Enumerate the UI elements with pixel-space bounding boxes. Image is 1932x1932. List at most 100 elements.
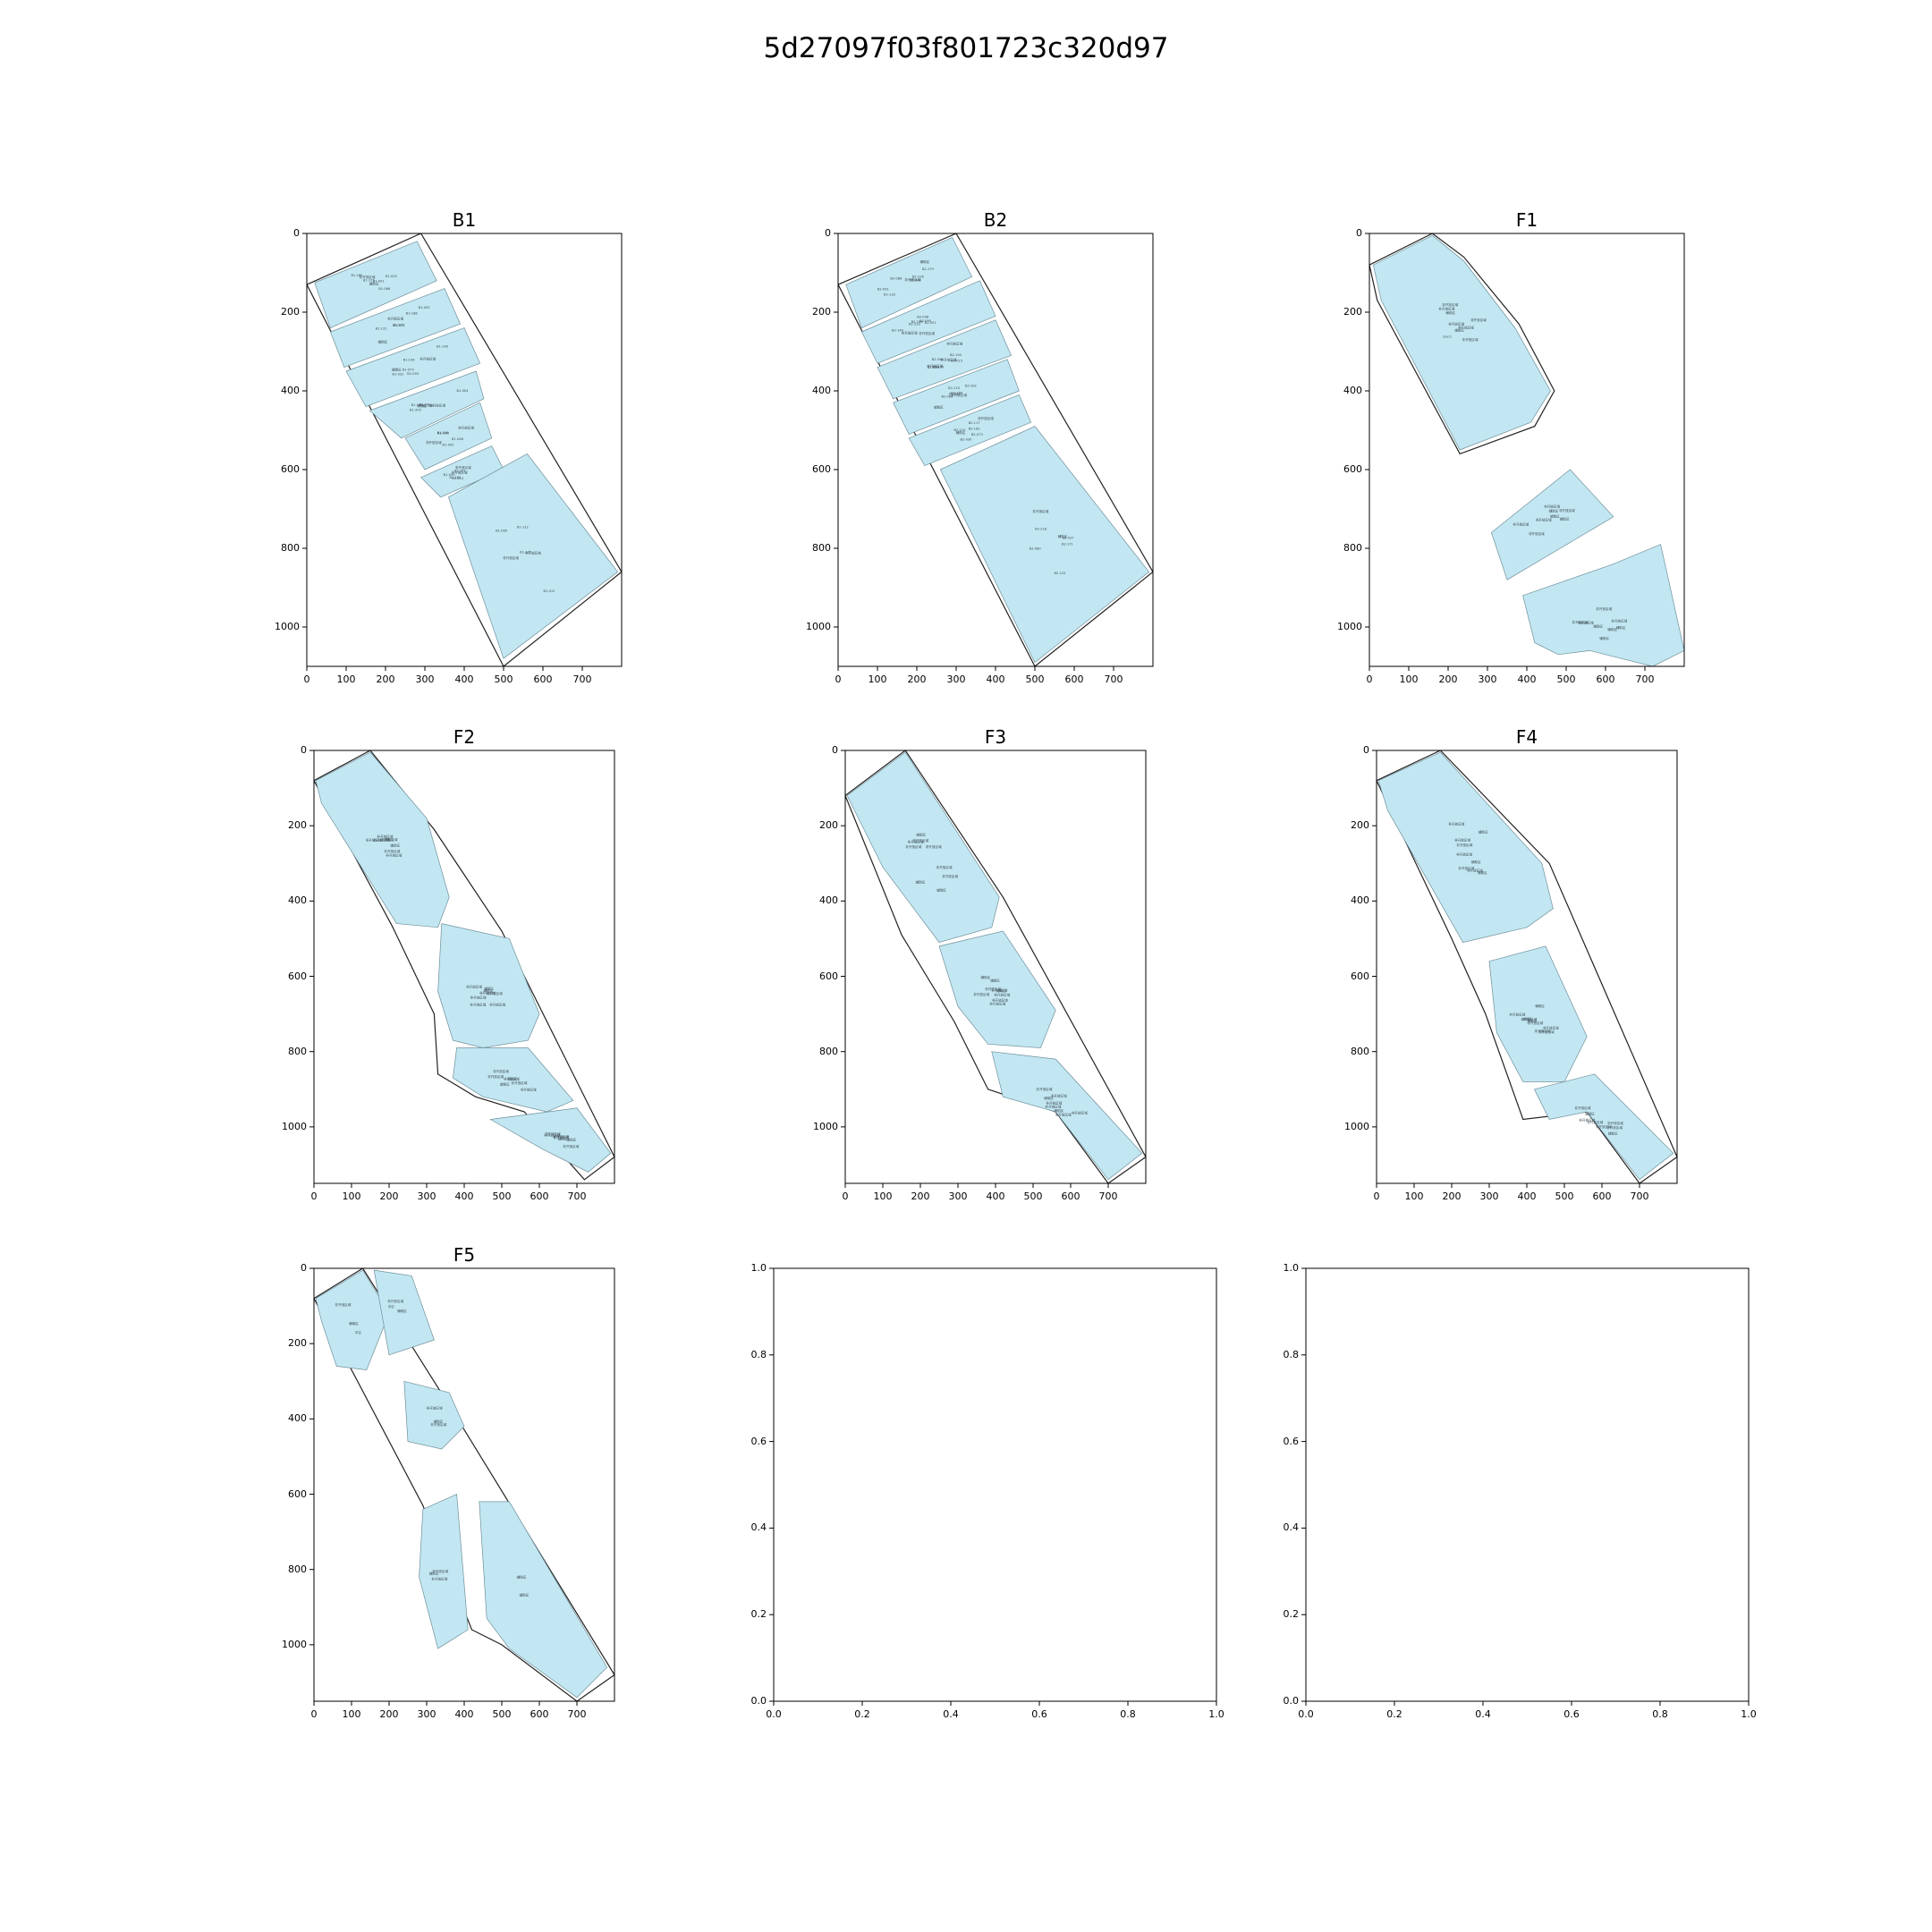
x-tick-label: 200	[376, 674, 395, 685]
store-unit[interactable]	[345, 327, 481, 408]
x-tick-label: 100	[342, 1708, 361, 1720]
shop-label: 非开放区域	[487, 1074, 504, 1079]
shop-label: 非开放区域	[1529, 531, 1545, 536]
x-tick-label: 400	[454, 1708, 474, 1720]
x-tick-label: 300	[415, 674, 435, 685]
map-plot-area: B1-001B1-002B1-003B1-004B1-005B1-010B1-0…	[307, 233, 622, 666]
store-unit[interactable]	[846, 751, 1000, 944]
panel-title-f2: F2	[453, 726, 476, 748]
shop-label: 非开放区域	[936, 865, 953, 869]
store-unit[interactable]	[315, 1269, 390, 1370]
store-unit[interactable]	[991, 1051, 1143, 1181]
shop-label: B1-031	[393, 373, 404, 377]
store-unit[interactable]	[908, 394, 1032, 467]
shop-label: 非开放区域	[941, 357, 957, 361]
store-unit[interactable]	[403, 1380, 465, 1450]
store-unit[interactable]	[489, 1107, 612, 1173]
shop-label: 非开放区域	[927, 363, 943, 368]
shop-label: 非开放区域	[992, 997, 1008, 1002]
x-tick-label: 700	[1635, 674, 1655, 685]
shop-label: B2-015	[951, 359, 962, 362]
x-tick-label: 300	[417, 1191, 436, 1202]
shop-label: B1-125	[363, 279, 375, 283]
shop-label: B2-171	[1062, 542, 1073, 546]
x-tick-label: 100	[342, 1191, 361, 1202]
shop-label: 非开放区域	[470, 996, 487, 1000]
x-tick-label: 200	[911, 1191, 930, 1202]
store-unit[interactable]	[404, 402, 493, 470]
x-tick-label: 1.0	[1741, 1708, 1757, 1720]
shop-label: B2-156	[951, 391, 963, 394]
store-unit[interactable]	[845, 236, 973, 329]
shop-label: 非开放区域	[432, 1569, 448, 1573]
y-tick-label: 600	[1343, 463, 1362, 475]
shop-label: 辅助区	[390, 843, 400, 847]
shop-label: 辅助区	[934, 405, 944, 410]
shop-label: 辅助区	[1599, 636, 1609, 640]
store-unit[interactable]	[314, 241, 437, 329]
shop-label: B2-125	[1054, 572, 1065, 575]
x-tick-label: 0	[310, 1708, 318, 1720]
shop-label: 非开放区域	[493, 1069, 509, 1073]
shop-label: 非开放区域	[1535, 1029, 1551, 1033]
store-unit[interactable]	[315, 751, 450, 928]
x-tick-label: 300	[948, 1191, 968, 1202]
store-unit[interactable]	[373, 1269, 435, 1356]
shop-label: 辅助区	[417, 403, 427, 408]
store-unit[interactable]	[1533, 1073, 1674, 1181]
store-unit[interactable]	[437, 923, 540, 1048]
store-unit[interactable]	[893, 359, 1020, 435]
shop-label: 非开放区域	[452, 470, 468, 475]
shop-label: 辅助区	[1550, 513, 1560, 518]
shop-label: 辅助区	[508, 1077, 518, 1081]
shop-label: 非开放区域	[1544, 504, 1560, 509]
store-unit[interactable]	[329, 288, 462, 369]
store-unit[interactable]	[860, 280, 996, 364]
shop-label: 辅助区	[1058, 534, 1068, 538]
shop-label: 非开放区域	[525, 551, 541, 555]
store-unit[interactable]	[447, 453, 619, 659]
store-unit[interactable]	[419, 1493, 469, 1649]
x-tick-label: 0.4	[1475, 1708, 1491, 1720]
axes-frame	[1305, 1267, 1750, 1702]
x-tick-label: 300	[946, 674, 966, 685]
shop-label: 非开放区域	[382, 837, 398, 842]
shop-label: B1-066	[378, 287, 391, 291]
shop-label: B2-140	[892, 329, 904, 333]
shop-label: 辅助区	[484, 988, 494, 993]
x-tick-label: 0.0	[766, 1708, 782, 1720]
x-tick-label: 1.0	[1208, 1708, 1224, 1720]
y-tick-label: 200	[819, 819, 838, 832]
store-unit[interactable]	[1377, 751, 1554, 944]
store-unit[interactable]	[877, 319, 1013, 400]
y-tick-label: 800	[288, 1563, 307, 1575]
y-tick-label: 0.6	[750, 1435, 767, 1447]
shop-label: 非开放区域	[1575, 1106, 1591, 1110]
y-tick-label: 400	[1343, 385, 1362, 396]
store-unit[interactable]	[369, 370, 485, 439]
x-tick-label: 200	[1438, 674, 1458, 685]
store-unit[interactable]	[1490, 469, 1614, 580]
shop-label: B2-022	[949, 392, 961, 395]
axes-frame	[773, 1267, 1217, 1702]
shop-label: 非开放区域	[429, 403, 445, 408]
y-tick-label: 1000	[282, 1638, 307, 1650]
shop-label: 辅助区	[990, 978, 1000, 982]
shop-label: 非开放区域	[1579, 1118, 1595, 1123]
shop-label: 非开放区域	[377, 835, 394, 839]
y-tick-label: 0	[1356, 227, 1362, 239]
shop-label: 非开放区域	[912, 838, 928, 843]
store-unit[interactable]	[938, 930, 1056, 1048]
shop-label: 辅助区	[1549, 508, 1559, 513]
store-unit[interactable]	[1372, 234, 1551, 451]
store-unit[interactable]	[1522, 544, 1684, 666]
shop-label: B1-131	[376, 327, 387, 331]
figure-suptitle: 5d27097f03f801723c320d97	[763, 32, 1169, 64]
store-unit[interactable]	[939, 426, 1150, 664]
shop-label: 非开放区域	[1606, 1125, 1623, 1130]
shop-label: 非开放区域	[946, 342, 962, 346]
shop-label: 非开放区域	[1543, 1026, 1559, 1030]
store-unit[interactable]	[479, 1501, 608, 1699]
x-tick-label: 700	[1098, 1191, 1118, 1202]
